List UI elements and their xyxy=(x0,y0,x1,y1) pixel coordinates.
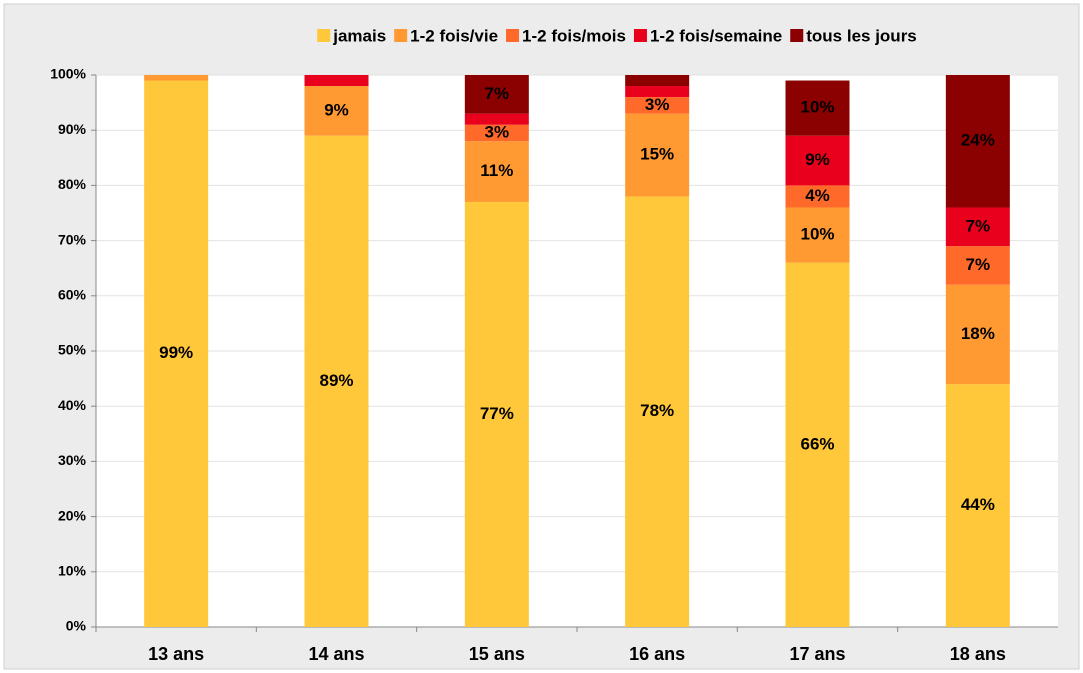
data-label: 15% xyxy=(640,145,674,164)
bar-segment xyxy=(625,113,690,197)
data-label: 9% xyxy=(324,100,349,119)
bar-segment xyxy=(625,75,690,87)
data-label: 10% xyxy=(800,225,834,244)
data-label: 18% xyxy=(961,324,995,343)
data-label: 66% xyxy=(800,434,834,453)
y-tick-label: 80% xyxy=(58,176,87,192)
data-label: 99% xyxy=(159,343,193,362)
bar-segment xyxy=(464,113,529,125)
y-tick-label: 20% xyxy=(58,507,87,523)
bar-segment xyxy=(304,75,369,87)
x-tick-label: 14 ans xyxy=(308,644,364,664)
data-label: 11% xyxy=(480,161,513,180)
x-tick-label: 17 ans xyxy=(789,644,845,664)
data-label: 10% xyxy=(800,98,834,117)
data-label: 77% xyxy=(480,404,514,423)
data-label: 78% xyxy=(640,401,674,420)
data-label: 44% xyxy=(961,495,995,514)
legend-label: jamais xyxy=(332,26,386,45)
bar-segment xyxy=(945,207,1010,247)
y-tick-label: 70% xyxy=(58,231,87,247)
legend-swatch xyxy=(317,29,331,42)
data-label: 3% xyxy=(645,95,670,114)
legend-swatch xyxy=(394,29,408,42)
y-tick-label: 50% xyxy=(58,342,87,358)
x-tick-label: 15 ans xyxy=(469,644,525,664)
bar-segment xyxy=(945,384,1010,627)
y-tick-label: 30% xyxy=(58,452,87,468)
legend-label: tous les jours xyxy=(806,26,917,45)
y-tick-label: 90% xyxy=(58,121,87,137)
bar-segment xyxy=(945,75,1010,208)
data-label: 7% xyxy=(485,84,510,103)
bar-segment xyxy=(785,80,850,136)
data-label: 9% xyxy=(805,150,830,169)
bar-segment xyxy=(945,284,1010,385)
x-tick-label: 18 ans xyxy=(950,644,1006,664)
bar-segment xyxy=(144,75,209,81)
bar-segment xyxy=(464,124,529,142)
bar-segment xyxy=(464,201,529,627)
legend-swatch xyxy=(790,29,804,42)
y-tick-label: 40% xyxy=(58,397,87,413)
bar-segment xyxy=(464,75,529,114)
y-tick-label: 100% xyxy=(50,66,86,82)
bar-segment xyxy=(144,80,209,627)
bar-segment xyxy=(945,246,1010,285)
legend-label: 1-2 fois/semaine xyxy=(650,26,782,45)
data-label: 3% xyxy=(485,122,510,141)
bar-segment xyxy=(304,86,369,136)
bar-segment xyxy=(785,262,850,627)
bar-segment xyxy=(464,141,529,202)
bar-segment xyxy=(785,207,850,263)
data-label: 4% xyxy=(805,186,830,205)
data-label: 7% xyxy=(966,255,991,274)
y-tick-label: 60% xyxy=(58,287,87,303)
bar-segment xyxy=(625,86,690,98)
legend-label: 1-2 fois/mois xyxy=(522,26,626,45)
bar-segment xyxy=(304,135,369,627)
data-label: 7% xyxy=(966,216,991,235)
legend-label: 1-2 fois/vie xyxy=(410,26,498,45)
bar-segment xyxy=(785,135,850,186)
data-label: 89% xyxy=(319,371,353,390)
data-label: 24% xyxy=(961,131,995,150)
y-tick-label: 0% xyxy=(66,618,87,634)
bar-segment xyxy=(625,196,690,627)
bar-segment xyxy=(625,97,690,114)
x-tick-label: 16 ans xyxy=(629,644,685,664)
legend-swatch xyxy=(633,29,647,42)
x-tick-label: 13 ans xyxy=(148,644,204,664)
legend-swatch xyxy=(506,29,520,42)
bar-segment xyxy=(785,185,850,208)
y-tick-label: 10% xyxy=(58,563,87,579)
